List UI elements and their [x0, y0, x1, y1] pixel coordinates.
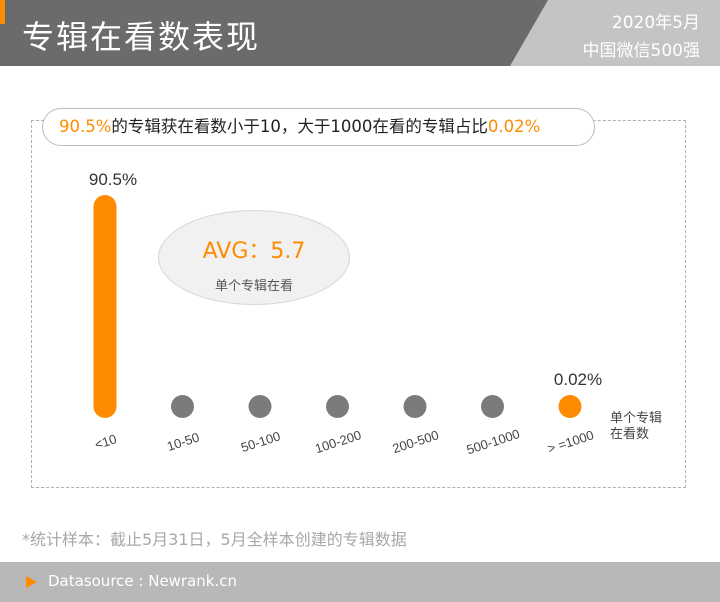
avg-label: 单个专辑在看 — [214, 279, 293, 294]
summary-highlight-low: 90.5% — [59, 117, 112, 136]
unit-note-line2: 在看数 — [610, 427, 650, 442]
header-bar: 专辑在看数表现 2020年5月 中国微信500强 — [0, 0, 720, 66]
summary-highlight-high: 0.02% — [487, 117, 541, 136]
bar-1050 — [171, 395, 194, 418]
header-right-block — [510, 0, 720, 66]
data-label: 90.5% — [89, 170, 137, 189]
header-rank: 中国微信500强 — [582, 41, 700, 61]
page-title: 专辑在看数表现 — [22, 18, 261, 56]
summary-text: 的专辑获在看数小于10，大于1000在看的专辑占比 — [111, 117, 488, 136]
play-arrow-icon — [26, 576, 37, 588]
summary-callout: 90.5%的专辑获在看数小于10，大于1000在看的专辑占比0.02% — [42, 108, 595, 146]
header-accent — [0, 0, 5, 24]
bar-1000 — [558, 395, 582, 418]
header-date: 2020年5月 — [611, 13, 700, 33]
avg-bubble: AVG：5.7 单个专辑在看 — [158, 210, 350, 305]
category-label: 200-500 — [391, 427, 441, 456]
category-label: 10-50 — [165, 429, 201, 454]
footer-bar: Datasource : Newrank.cn — [0, 562, 720, 602]
unit-note: 单个专辑 在看数 — [610, 411, 662, 443]
bar-50100 — [248, 395, 272, 418]
bar-200500 — [403, 395, 427, 418]
category-label: 100-200 — [313, 427, 363, 456]
category-label: > =1000 — [546, 427, 596, 456]
bar-10 — [93, 195, 117, 418]
category-label: <10 — [93, 431, 119, 452]
footnote: *统计样本：截止5月31日，5月全样本创建的专辑数据 — [22, 530, 407, 549]
bar-100200 — [326, 395, 349, 418]
avg-value: AVG：5.7 — [202, 239, 306, 264]
datasource: Datasource : Newrank.cn — [48, 572, 238, 590]
category-label: 50-100 — [239, 428, 282, 455]
data-label: 0.02% — [554, 370, 602, 389]
category-label: 500-1000 — [465, 426, 522, 457]
bar-5001000 — [481, 395, 504, 418]
unit-note-line1: 单个专辑 — [610, 411, 663, 426]
